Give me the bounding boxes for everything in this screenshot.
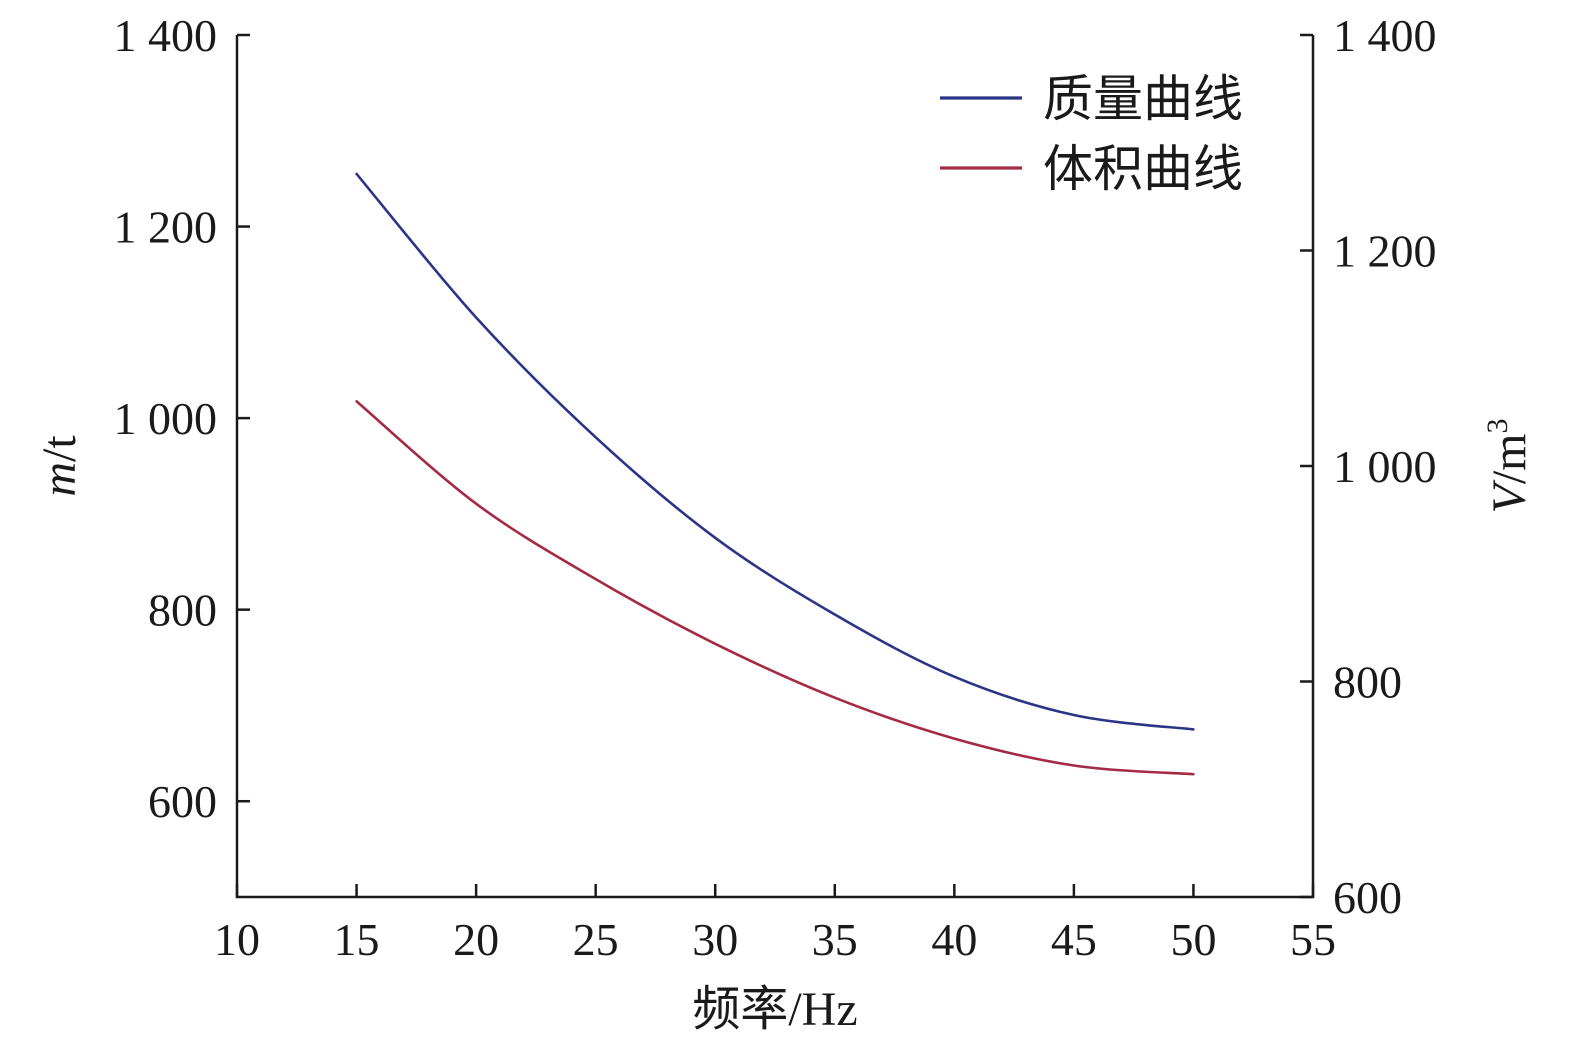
x-tick-label: 10 [214, 914, 260, 965]
y-left-axis-symbol: m [33, 462, 86, 497]
y-left-tick-label: 1 200 [114, 202, 218, 253]
y-left-tick-label: 1 000 [114, 393, 218, 444]
y-left-axis-unit: /t [33, 435, 86, 462]
y-right-axis-title: V/m3 [1481, 419, 1536, 514]
x-tick-label: 30 [692, 914, 738, 965]
x-tick-label: 25 [573, 914, 619, 965]
mass-curve-legend-label: 质量曲线 [1043, 70, 1243, 128]
x-axis-title: 频率/Hz [692, 983, 857, 1036]
y-left-tick-label: 600 [148, 776, 217, 827]
y-right-tick-label: 1 200 [1333, 226, 1437, 277]
y-right-axis-symbol: V [1483, 480, 1536, 514]
y-right-tick-label: 1 400 [1333, 10, 1437, 61]
x-tick-label: 55 [1290, 914, 1336, 965]
volume-curve-line [355, 400, 1195, 776]
y-left-axis-title: m/t [33, 435, 86, 497]
x-tick-label: 45 [1051, 914, 1097, 965]
y-left-tick-label: 1 400 [114, 10, 218, 61]
y-right-axis-exponent: 3 [1481, 419, 1514, 434]
y-left-tick-label: 800 [148, 585, 217, 636]
y-right-tick-label: 1 000 [1333, 441, 1437, 492]
mass-curve-line [355, 172, 1195, 731]
x-tick-label: 50 [1170, 914, 1216, 965]
y-right-axis-unit: /m [1483, 434, 1536, 485]
y-right-tick-label: 800 [1333, 657, 1402, 708]
x-tick-label: 40 [931, 914, 977, 965]
y-right-tick-label: 600 [1333, 872, 1402, 923]
x-tick-label: 35 [812, 914, 858, 965]
volume-curve-legend-label: 体积曲线 [1043, 140, 1243, 198]
series-layer [355, 172, 1195, 776]
x-tick-label: 20 [453, 914, 499, 965]
x-tick-label: 15 [334, 914, 380, 965]
